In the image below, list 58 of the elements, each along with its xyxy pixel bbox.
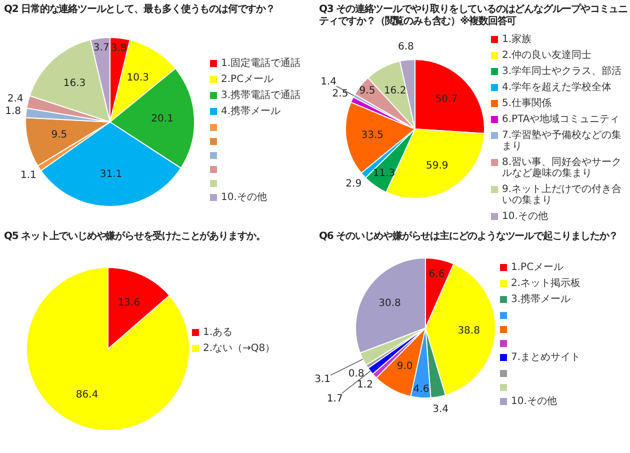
data-label: 6.8 xyxy=(398,42,414,53)
data-label: 6.6 xyxy=(428,269,445,280)
legend-label: 2.ない（→Q8） xyxy=(203,343,276,354)
data-label: 9.5 xyxy=(359,85,376,96)
data-label: 38.8 xyxy=(458,325,480,336)
legend-label: 1.固定電話で通話 xyxy=(221,58,301,69)
data-label: 3.8 xyxy=(110,42,127,54)
legend-label: 7.学習塾や予備校などの集まり xyxy=(502,130,623,152)
data-label: 2.9 xyxy=(346,178,362,190)
legend-label: 1.ある xyxy=(203,327,233,338)
data-label: 50.7 xyxy=(435,94,458,106)
data-label: 16.2 xyxy=(384,85,406,96)
chart-title: Q6 そのいじめや嫌がらせは主にどのようなツールで起こりましたか？ xyxy=(319,231,620,243)
legend-label: 3.携帯電話で通話 xyxy=(221,90,301,101)
data-label: 1.1 xyxy=(20,170,36,181)
legend-label: 5.仕事関係 xyxy=(502,98,552,109)
legend-label: 10.その他 xyxy=(221,192,267,203)
data-label: 1.7 xyxy=(326,393,343,404)
data-label: 3.4 xyxy=(432,404,448,416)
data-label: 20.1 xyxy=(151,114,174,125)
legend-label: 10.その他 xyxy=(511,396,557,407)
data-label: 1.2 xyxy=(357,379,373,390)
data-label: 9.0 xyxy=(396,360,413,372)
data-label: 1.4 xyxy=(320,76,336,88)
chart-title: Q3 その連絡ツールでやり取りをしているのはどんなグループやコミュニティですか？（閲覧のみも含む）※複数回答可 xyxy=(319,4,628,28)
legend-label: 3.携帯メール xyxy=(511,294,571,305)
legend-label: 6.PTAや地域コミュニティ xyxy=(502,114,620,125)
legend-label: 10.その他 xyxy=(502,211,548,222)
data-label: 16.3 xyxy=(63,78,86,90)
data-label: 13.6 xyxy=(118,298,140,309)
data-label: 1.8 xyxy=(5,106,22,118)
legend-label: 8.習い事、同好会やサークルなど趣味の集まり xyxy=(502,157,623,179)
legend-label: 2.仲の良い友達同士 xyxy=(502,50,592,61)
data-label: 30.8 xyxy=(378,298,401,309)
data-label: 31.1 xyxy=(100,168,122,180)
data-label: 2.4 xyxy=(7,93,24,104)
data-label: 9.5 xyxy=(51,129,68,140)
data-label: 10.3 xyxy=(126,72,150,84)
legend-label: 4.学年を超えた学校全体 xyxy=(502,82,612,93)
legend-label: 7.まとめサイト xyxy=(511,352,581,363)
legend-label: 9.ネット上だけでの付き合いの集まり xyxy=(502,184,623,206)
legend-label: 1.PCメール xyxy=(511,262,564,273)
data-label: 3.7 xyxy=(93,42,110,54)
legend-label: 1.家族 xyxy=(502,34,532,45)
data-label: 3.1 xyxy=(314,374,330,385)
legend-label: 3.学年同士やクラス、部活 xyxy=(502,66,622,77)
legend-label: 2.PCメール xyxy=(221,74,274,85)
chart-title: Q5 ネット上でいじめや嫌がらせを受けたことがありますか。 xyxy=(4,231,267,243)
legend-label: 4.携帯メール xyxy=(221,106,281,117)
data-label: 2.5 xyxy=(332,88,348,100)
legend-label: 2.ネット掲示板 xyxy=(511,278,581,289)
data-label: 11.3 xyxy=(372,168,396,180)
data-label: 4.6 xyxy=(413,384,430,396)
data-label: 59.9 xyxy=(426,160,448,172)
chart-title: Q2 日常的な連絡ツールとして、最も多く使うものは何ですか？ xyxy=(4,4,276,16)
data-label: 0.8 xyxy=(348,368,364,380)
data-label: 33.5 xyxy=(361,130,384,141)
data-label: 86.4 xyxy=(76,390,98,401)
